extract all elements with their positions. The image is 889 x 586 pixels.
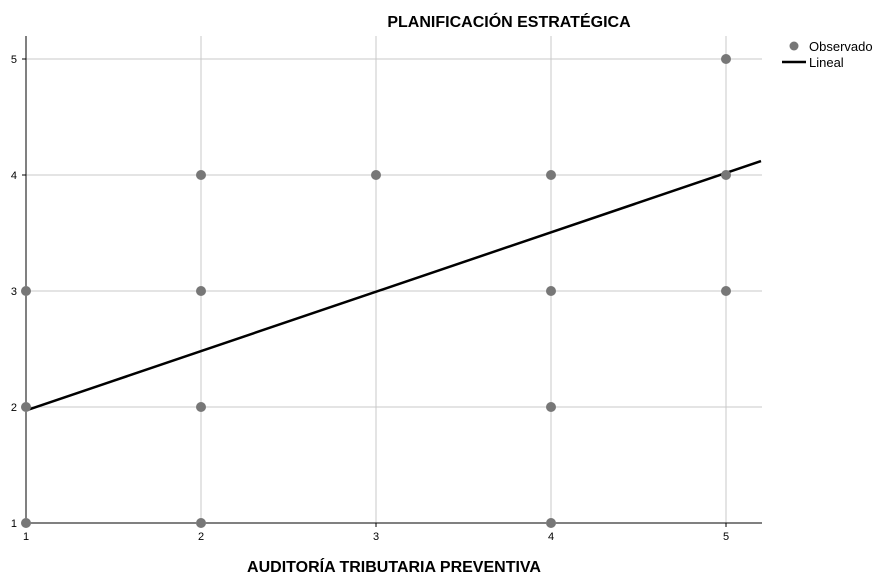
data-point: [371, 170, 381, 180]
x-tick-label: 2: [198, 531, 204, 543]
data-point: [21, 518, 31, 528]
data-point: [21, 286, 31, 296]
grid-lines: [25, 36, 762, 524]
data-point: [721, 54, 731, 64]
data-point: [196, 518, 206, 528]
data-point: [21, 402, 31, 412]
y-tick-label: 1: [11, 518, 17, 530]
data-point: [196, 402, 206, 412]
scatter-points: [21, 54, 731, 528]
fit-line-layer: [26, 159, 762, 412]
chart-title: PLANIFICACIÓN ESTRATÉGICA: [387, 12, 631, 31]
data-point: [546, 286, 556, 296]
data-point: [546, 170, 556, 180]
data-point: [721, 170, 731, 180]
y-tick-label: 3: [11, 286, 17, 298]
tick-labels: 1 2 3 4 5 1 2 3 4 5: [11, 54, 729, 543]
fit-line: [26, 159, 762, 412]
y-tick-label: 5: [11, 54, 17, 66]
data-point: [546, 402, 556, 412]
legend-label: Lineal: [809, 55, 844, 70]
axes: [22, 36, 762, 527]
x-tick-label: 1: [23, 531, 29, 543]
x-tick-label: 3: [373, 531, 379, 543]
data-point: [196, 170, 206, 180]
y-tick-label: 2: [11, 402, 17, 414]
data-point: [546, 518, 556, 528]
x-tick-label: 4: [548, 531, 554, 543]
y-tick-label: 4: [11, 170, 17, 182]
x-axis-title: AUDITORÍA TRIBUTARIA PREVENTIVA: [247, 557, 541, 576]
legend-label: Observado: [809, 39, 873, 54]
x-tick-label: 5: [723, 531, 729, 543]
legend-point-swatch: [789, 41, 799, 51]
data-point: [721, 286, 731, 296]
data-point: [196, 286, 206, 296]
